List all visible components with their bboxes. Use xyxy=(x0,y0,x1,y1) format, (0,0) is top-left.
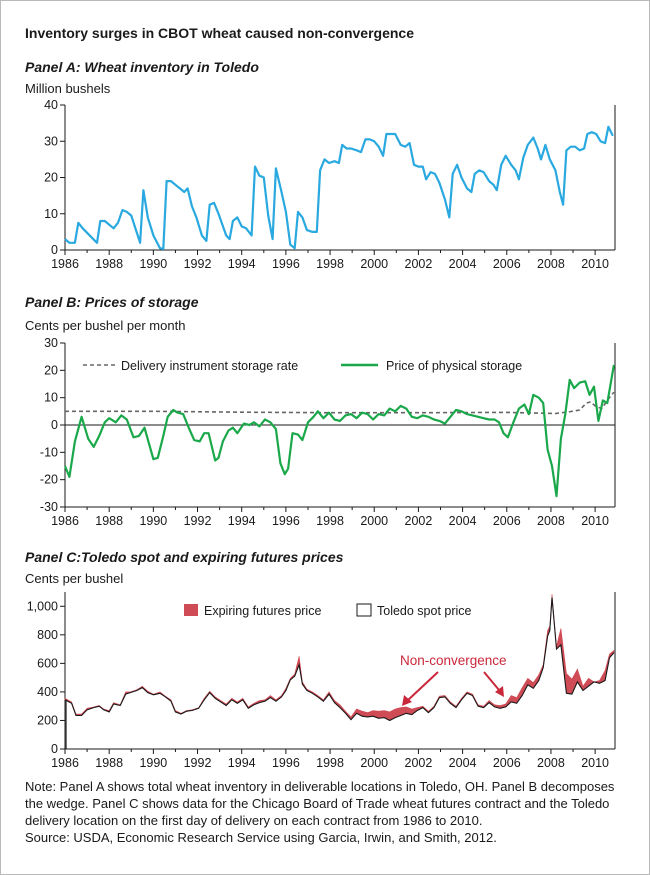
panel-b-xtick-label: 1988 xyxy=(95,514,123,528)
toledo-spot-line xyxy=(64,597,615,722)
panel-b-xtick-label: 2006 xyxy=(493,514,521,528)
panel-a-xtick-label: 2010 xyxy=(581,257,609,271)
panel-c-ytick-label: 0 xyxy=(51,742,58,756)
panel-c-xtick-label: 2008 xyxy=(537,756,565,770)
panel-c-ytick-label: 400 xyxy=(37,685,58,699)
panel-b-xtick-label: 1996 xyxy=(272,514,300,528)
panel-c-ytick-label: 800 xyxy=(37,628,58,642)
legend-swatch-spot xyxy=(356,603,372,617)
panel-a-xtick-label: 2006 xyxy=(493,257,521,271)
panel-a-xtick-label: 2000 xyxy=(360,257,388,271)
panel-b-chart: -30 -20 -10 0 10 20 30 1986 1988 1990 1992 1994 1996… xyxy=(40,336,616,528)
panel-a-xtick-label: 2002 xyxy=(405,257,433,271)
panel-a-ytick-label: 0 xyxy=(51,243,58,257)
panel-a-chart: 0 10 20 30 40 1986 1988 1990 1992 1994 1996 1998 200… xyxy=(44,98,616,271)
panel-c-xtick-label: 1998 xyxy=(316,756,344,770)
annotation-arrowhead-left xyxy=(402,695,412,706)
source-text: Source: USDA, Economic Research Service … xyxy=(25,830,497,845)
panel-a-xtick-label: 1988 xyxy=(95,257,123,271)
panel-c-xtick-label: 2004 xyxy=(449,756,477,770)
legend-swatch-futures xyxy=(184,604,198,616)
panel-a-xtick-label: 2008 xyxy=(537,257,565,271)
panel-c-ylabel: Cents per bushel xyxy=(25,571,124,586)
panel-c-xtick-label: 1988 xyxy=(95,756,123,770)
panel-a-xtick-label: 1994 xyxy=(228,257,256,271)
panel-b-xtick-label: 2002 xyxy=(405,514,433,528)
panel-c-ytick-label: 1,000 xyxy=(27,599,58,613)
panel-b-xtick-label: 1992 xyxy=(184,514,212,528)
panel-c-xtick-label: 2000 xyxy=(360,756,388,770)
panel-b-ytick-label: 10 xyxy=(44,391,58,405)
panel-c-title: Panel C:Toledo spot and expiring futures… xyxy=(25,549,344,565)
annotation-arrowhead-right xyxy=(495,686,504,697)
figure-title: Inventory surges in CBOT wheat caused no… xyxy=(25,25,414,41)
panel-b-ylabel: Cents per bushel per month xyxy=(25,318,186,333)
panel-c-chart: 0 200 400 600 800 1,000 1986 1988 1990 1992 1994 19… xyxy=(27,592,616,770)
panel-a-ytick-label: 20 xyxy=(44,171,58,185)
panel-c-xtick-label: 1986 xyxy=(51,756,79,770)
panel-b-ytick-label: 20 xyxy=(44,363,58,377)
panel-c-xtick-label: 1992 xyxy=(184,756,212,770)
legend-label-storage-rate: Delivery instrument storage rate xyxy=(121,359,298,373)
panel-b-ytick-label: -10 xyxy=(40,445,58,459)
panel-a-ylabel: Million bushels xyxy=(25,81,111,96)
annotation-arrow-left xyxy=(406,671,439,702)
panel-b-xtick-label: 1986 xyxy=(51,514,79,528)
panel-b-xtick-label: 2008 xyxy=(537,514,565,528)
panel-b-series-line-delivery-instrument-storage-rate xyxy=(65,391,615,415)
annotation-arrow-right xyxy=(483,671,500,691)
panel-b-ytick-label: -30 xyxy=(40,500,58,514)
panel-b-ytick-label: 0 xyxy=(51,418,58,432)
footnote: Note: Panel A shows total wheat inventor… xyxy=(25,778,631,846)
panel-c-xtick-label: 2002 xyxy=(405,756,433,770)
panel-a-xtick-label: 2004 xyxy=(449,257,477,271)
note-text: Note: Panel A shows total wheat inventor… xyxy=(25,779,615,828)
panel-b-ytick-label: -20 xyxy=(40,473,58,487)
panel-b-title: Panel B: Prices of storage xyxy=(25,294,199,310)
panel-c-xtick-label: 1996 xyxy=(272,756,300,770)
panel-b-ytick-label: 30 xyxy=(44,336,58,350)
non-convergence-annotation: Non-convergence xyxy=(400,653,507,668)
panel-b-xtick-label: 1994 xyxy=(228,514,256,528)
panel-a-ytick-label: 40 xyxy=(44,98,58,112)
panel-b-xtick-label: 1990 xyxy=(139,514,167,528)
panel-a-xtick-label: 1990 xyxy=(139,257,167,271)
panel-a-xtick-label: 1996 xyxy=(272,257,300,271)
panel-b-xtick-label: 1998 xyxy=(316,514,344,528)
panel-a-ytick-label: 10 xyxy=(44,207,58,221)
legend-label-futures: Expiring futures price xyxy=(204,604,321,618)
panel-a-xtick-label: 1992 xyxy=(184,257,212,271)
panel-c-ytick-label: 200 xyxy=(37,713,58,727)
panel-c-xtick-label: 2010 xyxy=(581,756,609,770)
panel-c-xtick-label: 2006 xyxy=(493,756,521,770)
panel-a-series-line-0 xyxy=(64,125,614,250)
panel-a-xtick-label: 1986 xyxy=(51,257,79,271)
panel-b-xtick-label: 2010 xyxy=(581,514,609,528)
panel-c-ytick-label: 600 xyxy=(37,656,58,670)
panel-b-xtick-label: 2004 xyxy=(449,514,477,528)
panel-b-series-line-price-of-physical-storage xyxy=(63,364,615,498)
panel-b-xtick-label: 2000 xyxy=(360,514,388,528)
legend-label-spot: Toledo spot price xyxy=(377,604,472,618)
legend-label-physical-storage: Price of physical storage xyxy=(386,359,522,373)
panel-a-xtick-label: 1998 xyxy=(316,257,344,271)
panel-a-title: Panel A: Wheat inventory in Toledo xyxy=(25,59,259,75)
panel-c-xtick-label: 1990 xyxy=(139,756,167,770)
panel-a-ytick-label: 30 xyxy=(44,134,58,148)
expiring-futures-band xyxy=(64,594,615,721)
panel-c-xtick-label: 1994 xyxy=(228,756,256,770)
